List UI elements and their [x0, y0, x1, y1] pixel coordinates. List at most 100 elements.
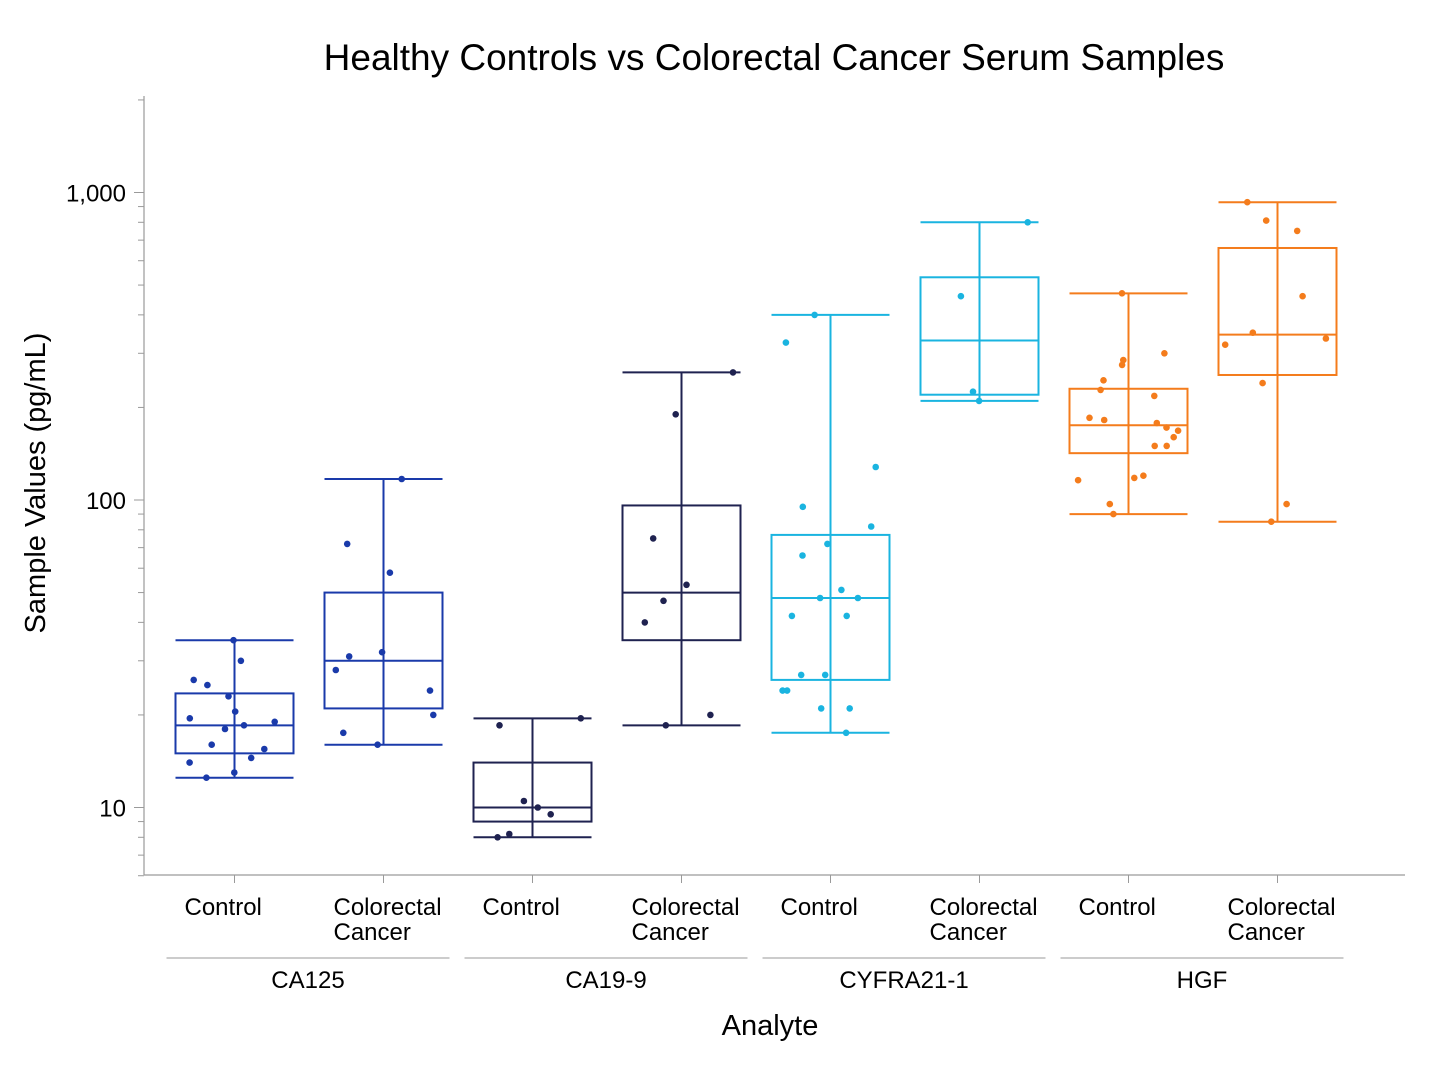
data-point [842, 729, 850, 737]
category-label: Control [781, 894, 858, 921]
data-point [247, 754, 255, 762]
box-hgf-cancer [1217, 198, 1338, 525]
data-point [1100, 377, 1107, 384]
category-label-line: Colorectal [632, 894, 740, 921]
data-point [799, 503, 807, 511]
data-point [799, 552, 806, 559]
iqr-box [323, 591, 444, 710]
data-point [1100, 416, 1108, 424]
iqr-box [174, 692, 295, 755]
category-label-line: Cancer [930, 919, 1007, 946]
data-point [261, 745, 268, 753]
data-point [1106, 500, 1114, 508]
data-point [225, 693, 232, 700]
data-point [494, 834, 501, 841]
category-label-line: Control [483, 894, 560, 921]
data-point [1161, 350, 1168, 357]
data-point [846, 705, 853, 712]
iqr-box [472, 761, 593, 823]
data-point [1221, 341, 1229, 349]
box-cyfra21-1-control [770, 311, 891, 737]
data-point [386, 569, 394, 576]
category-label-line: Colorectal [334, 894, 442, 921]
boxes-layer [174, 198, 1338, 841]
data-point [1086, 414, 1093, 422]
data-point [1151, 392, 1158, 400]
y-tick-label: 10 [99, 796, 126, 823]
data-point [779, 687, 786, 694]
data-point [816, 594, 824, 602]
data-point [641, 619, 649, 626]
category-label: Control [185, 894, 262, 921]
category-label-line: Control [1079, 894, 1156, 921]
data-point [577, 715, 585, 722]
data-point [186, 715, 194, 722]
data-point [1118, 290, 1126, 297]
data-point [398, 475, 406, 483]
y-tick-label: 100 [86, 488, 126, 515]
data-point [374, 741, 381, 748]
data-point [957, 292, 965, 300]
data-point [683, 581, 690, 589]
category-label: Colorectal Cancer [334, 894, 442, 946]
data-point [1299, 292, 1306, 300]
data-point [186, 759, 193, 766]
data-point [649, 535, 657, 542]
data-point [231, 769, 238, 776]
data-point [1163, 442, 1170, 450]
data-point [340, 729, 347, 737]
iqr-box [1068, 387, 1189, 455]
axes: 10 100 1,000 [66, 96, 1405, 877]
box-ca125-control [174, 636, 295, 781]
data-point [824, 540, 831, 548]
data-point [1249, 329, 1257, 337]
data-point [1174, 427, 1182, 435]
data-point [230, 636, 237, 644]
chart-title: Healthy Controls vs Colorectal Cancer Se… [324, 37, 1225, 78]
data-point [332, 666, 340, 674]
data-point [534, 804, 542, 811]
category-label: Colorectal Cancer [1228, 894, 1336, 946]
data-point [1163, 424, 1170, 431]
data-point [231, 708, 239, 715]
data-point [221, 725, 229, 733]
data-point [660, 597, 667, 605]
data-point [854, 594, 862, 602]
data-point [496, 722, 503, 729]
group-label: CA125 [271, 967, 344, 994]
data-point [520, 797, 528, 805]
category-label-line: Control [781, 894, 858, 921]
x-axis-title: Analyte [722, 1010, 819, 1042]
data-point [204, 681, 211, 689]
data-point [1110, 510, 1117, 518]
data-point [1283, 500, 1290, 508]
data-point [1153, 419, 1161, 427]
data-point [343, 540, 351, 548]
data-point [797, 671, 805, 679]
data-point [843, 612, 850, 620]
category-label-line: Colorectal [1228, 894, 1336, 921]
data-point [672, 411, 679, 418]
data-point [547, 811, 554, 818]
category-label: Colorectal Cancer [930, 894, 1038, 946]
category-label-line: Cancer [1228, 919, 1305, 946]
data-point [1259, 379, 1266, 387]
y-tick-label: 1,000 [66, 181, 126, 208]
data-point [271, 718, 279, 726]
data-point [430, 711, 437, 719]
data-point [975, 397, 983, 405]
data-point [1131, 474, 1138, 482]
data-point [969, 388, 977, 396]
box-ca19-9-control [472, 715, 593, 841]
category-label: Control [483, 894, 560, 921]
data-point [821, 671, 829, 679]
data-point [707, 711, 714, 719]
data-point [1170, 433, 1177, 441]
data-point [240, 722, 248, 729]
data-point [378, 648, 386, 656]
iqr-box [621, 504, 742, 642]
data-point [867, 523, 875, 530]
data-point [208, 741, 215, 748]
data-point [1151, 442, 1158, 450]
